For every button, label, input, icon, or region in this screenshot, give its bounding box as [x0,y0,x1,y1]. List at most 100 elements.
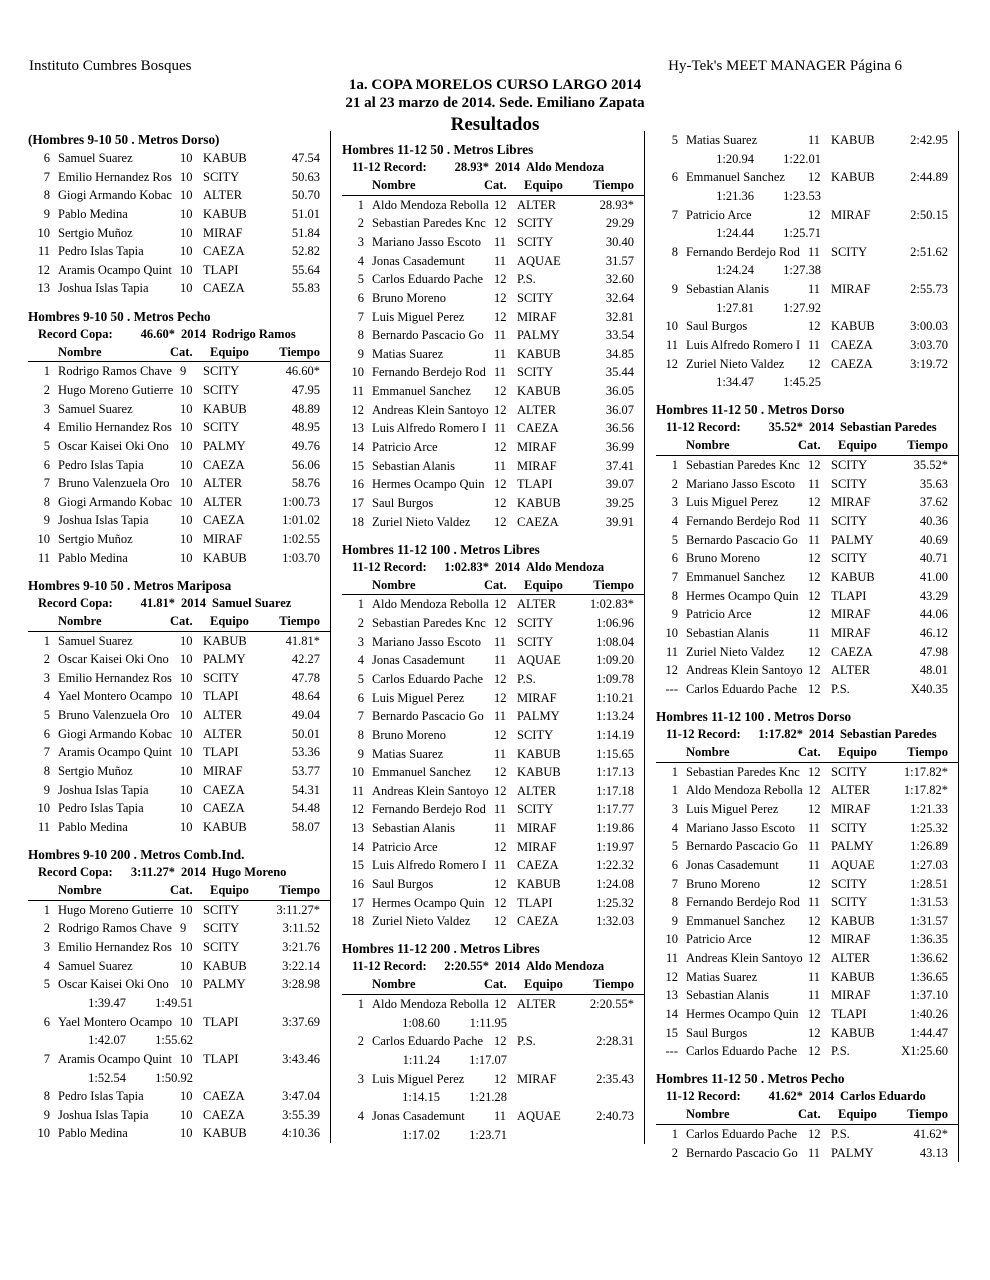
result-row: 1 Aldo Mendoza Rebolla 12 ALTER 1:02.83* [342,595,644,614]
age: 10 [180,708,193,723]
time: 53.77 [291,764,320,779]
place: 5 [357,671,364,686]
time: 1:06.96 [596,616,634,631]
swimmer-name: Sebastian Alanis [686,625,769,640]
place: 4 [357,253,364,268]
age: 10 [180,169,193,184]
time: 39.25 [605,495,634,510]
age: 10 [180,420,193,435]
age: 12 [494,616,507,631]
record-year: 2014 [809,1089,834,1104]
time: 2:35.43 [596,1071,634,1086]
age: 11 [808,282,821,297]
time: 49.76 [291,438,320,453]
meet-title: 1a. COPA MORELOS CURSO LARGO 2014 [348,77,642,93]
place: 10 [37,225,51,240]
swimmer-name: Matias Suarez [372,346,444,361]
age: 11 [494,802,507,817]
result-row: 2 Hugo Moreno Gutierre 10 SCITY 47.95 [28,381,330,400]
swimmer-name: Fernando Berdejo Rod [686,514,800,529]
record-time: 1:02.83* [444,559,489,574]
time: 42.27 [291,652,320,667]
split-row: 1:24.44 1:25.71 [656,224,958,243]
team: CAEZA [831,644,873,659]
result-row: 1 Samuel Suarez 10 KABUB 41.81* [28,632,330,651]
result-row: 15 Sebastian Alanis 11 MIRAF 37.41 [342,457,644,476]
age: 12 [808,913,821,928]
result-row: 10 Fernando Berdejo Rod 11 SCITY 35.44 [342,363,644,382]
split: 1:21.28 [469,1090,507,1105]
swimmer-name: Samuel Suarez [58,958,133,973]
result-row: 14 Hermes Ocampo Quin 12 TLAPI 1:40.26 [656,1005,958,1024]
age: 12 [494,197,507,212]
spacer [342,975,372,994]
swimmer-name: Hugo Moreno Gutierre [58,382,174,397]
place: 4 [357,653,364,668]
time: 51.84 [291,225,320,240]
swimmer-name: Saul Burgos [686,1025,748,1040]
result-row: --- Carlos Eduardo Pache 12 P.S. X40.35 [656,680,958,699]
header-cell: Equipo [838,744,877,759]
swimmer-name: Pablo Medina [58,206,128,221]
swimmer-name: Hermes Ocampo Quin [372,895,485,910]
swimmer-name: Oscar Kaisei Oki Ono [58,977,169,992]
result-row: 3 Emilio Hernandez Ros 10 SCITY 47.78 [28,669,330,688]
age: 11 [808,338,821,353]
age: 10 [180,782,193,797]
place: 9 [43,206,50,221]
team: SCITY [831,476,868,491]
spacer [656,436,686,455]
time: 1:21.33 [910,801,948,816]
swimmer-name: Bruno Valenzuela Oro [58,476,170,491]
swimmer-name: Fernando Berdejo Rod [372,802,486,817]
time: 30.40 [605,234,634,249]
team: SCITY [831,514,868,529]
time: 56.06 [291,457,320,472]
record-line: Record Copa: 46.60* 2014 Rodrigo Ramos [28,326,330,343]
record-holder: Sebastian Paredes [840,726,937,741]
time: 3:43.46 [282,1051,320,1066]
age: 12 [494,440,507,455]
time: 33.54 [605,328,634,343]
team: MIRAF [831,495,871,510]
header-cell: Tiempo [593,178,634,192]
place: 7 [357,709,364,724]
age: 12 [808,663,821,678]
result-row: 18 Zuriel Nieto Valdez 12 CAEZA 39.91 [342,513,644,532]
age: 12 [808,1044,821,1059]
time: 3:21.76 [282,940,320,955]
record-year: 2014 [809,420,834,435]
age: 12 [808,319,821,334]
age: 12 [494,402,507,417]
swimmer-name: Carlos Eduardo Pache [372,272,484,287]
team: MIRAF [831,625,871,640]
place: 11 [37,819,50,834]
age: 10 [180,801,193,816]
place: 5 [357,272,364,287]
split: 1:14.15 [402,1090,440,1105]
team: MIRAF [517,1071,557,1086]
age: 11 [808,1145,821,1160]
team: SCITY [517,216,554,231]
swimmer-name: Bernardo Pascacio Go [686,1145,798,1160]
time: 58.76 [291,476,320,491]
place: 7 [671,876,678,891]
record-year: 2014 [181,595,206,610]
result-row: 13 Luis Alfredo Romero I 11 CAEZA 36.56 [342,419,644,438]
result-row: 6 Jonas Casademunt 11 AQUAE 1:27.03 [656,856,958,875]
swimmer-name: Luis Alfredo Romero I [372,421,487,436]
result-row: 9 Pablo Medina 10 KABUB 51.01 [28,205,330,224]
split-row: 1:39.47 1:49.51 [28,994,330,1013]
header-cell: Tiempo [907,1107,948,1122]
result-row: 9 Joshua Islas Tapia 10 CAEZA 3:55.39 [28,1106,330,1125]
team: AQUAE [831,857,875,872]
result-row: 12 Andreas Klein Santoyo 12 ALTER 48.01 [656,661,958,680]
age: 10 [180,633,193,648]
swimmer-name: Luis Alfredo Romero I [372,858,487,873]
team: ALTER [203,476,243,491]
time: 3:55.39 [282,1107,320,1122]
team: PALMY [831,532,874,547]
time: 1:26.89 [910,839,948,854]
swimmer-name: Pedro Islas Tapia [58,457,144,472]
record-holder: Aldo Mendoza [526,160,605,174]
